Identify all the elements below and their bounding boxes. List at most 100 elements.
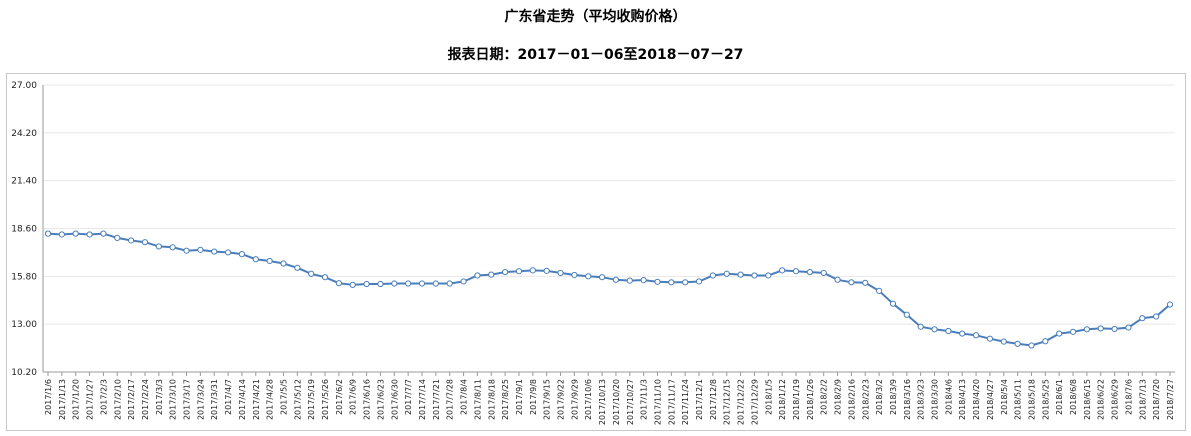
x-tick-label: 2018/1/12: [778, 379, 787, 420]
data-point: [751, 272, 758, 279]
x-tick-label: 2017/3/17: [183, 379, 192, 420]
x-tick-label: 2017/7/28: [446, 379, 455, 420]
data-point: [1083, 326, 1090, 333]
x-tick-label: 2018/5/25: [1041, 379, 1050, 420]
x-tick-label: 2017/11/10: [653, 379, 662, 425]
data-point: [141, 239, 149, 246]
data-point: [155, 243, 162, 250]
x-tick-label: 2018/6/8: [1069, 379, 1078, 415]
data-point: [266, 257, 273, 265]
data-point: [529, 267, 536, 274]
y-tick-label: 13.00: [11, 320, 37, 330]
data-point: [571, 271, 578, 279]
x-tick-label: 2017/9/22: [557, 379, 566, 420]
x-tick-label: 2018/3/9: [889, 379, 898, 415]
data-point: [405, 280, 412, 287]
x-tick-label: 2017/2/24: [141, 379, 150, 420]
y-tick-label: 10.20: [11, 368, 37, 378]
x-tick-label: 2017/4/21: [252, 379, 261, 420]
x-tick-label: 2017/12/1: [695, 379, 704, 420]
data-point: [723, 270, 730, 277]
data-point: [682, 279, 689, 286]
data-point: [197, 246, 204, 253]
x-tick-label: 2018/4/20: [972, 379, 981, 420]
data-point: [903, 311, 910, 318]
data-point: [44, 230, 52, 237]
x-tick-label: 2018/6/22: [1097, 379, 1106, 420]
data-point: [1111, 325, 1118, 333]
x-tick-label: 2017/1/27: [86, 379, 95, 420]
data-point: [1139, 315, 1146, 322]
data-point: [737, 271, 744, 278]
x-tick-label: 2018/2/16: [847, 379, 856, 420]
x-tick-label: 2017/1/13: [58, 379, 67, 420]
x-tick-label: 2018/3/30: [931, 379, 940, 420]
data-point: [779, 267, 786, 274]
x-tick-label: 2017/5/5: [279, 379, 288, 415]
y-tick-label: 27.00: [11, 81, 37, 91]
data-point: [889, 300, 897, 307]
x-tick-label: 2018/3/16: [903, 379, 912, 420]
x-tick-label: 2017/9/15: [543, 379, 552, 420]
data-point: [349, 281, 356, 288]
x-tick-label: 2018/6/1: [1055, 379, 1064, 415]
x-tick-label: 2017/11/17: [667, 379, 676, 425]
data-point: [418, 280, 426, 287]
x-tick-label: 2017/6/9: [349, 379, 358, 415]
x-tick-label: 2017/6/16: [363, 379, 372, 420]
x-tick-label: 2017/4/28: [266, 379, 275, 420]
y-tick-label: 24.20: [11, 129, 37, 139]
x-tick-label: 2017/8/11: [473, 379, 482, 420]
x-tick-label: 2017/5/26: [321, 379, 330, 420]
data-point: [626, 277, 633, 284]
data-point: [765, 272, 772, 279]
data-point: [1028, 342, 1035, 349]
x-tick-label: 2017/11/3: [640, 379, 649, 420]
x-tick-label: 2018/4/13: [958, 379, 967, 420]
data-point: [502, 268, 509, 276]
x-tick-label: 2018/3/23: [917, 379, 926, 420]
x-tick-label: 2018/1/26: [806, 379, 815, 420]
chart-subtitle: 报表日期：2017－01－06至2018－07－27: [447, 47, 744, 63]
x-tick-label: 2017/10/27: [626, 379, 635, 425]
y-tick-label: 15.80: [11, 272, 37, 282]
data-point: [377, 280, 384, 288]
x-tick-label: 2017/11/24: [681, 379, 690, 425]
data-point: [321, 274, 329, 281]
data-point: [363, 280, 370, 288]
x-tick-label: 2017/1/6: [44, 379, 53, 415]
x-tick-label: 2017/9/8: [529, 379, 538, 415]
data-point: [169, 244, 176, 251]
y-tick-label: 21.40: [11, 177, 37, 187]
x-tick-label: 2017/8/18: [487, 379, 496, 420]
x-tick-label: 2018/6/15: [1083, 379, 1092, 420]
data-point: [294, 264, 301, 271]
x-tick-label: 2017/5/12: [293, 379, 302, 420]
data-point: [100, 230, 107, 237]
x-tick-label: 2017/2/17: [127, 379, 136, 420]
data-point: [1000, 338, 1007, 345]
x-tick-label: 2017/12/15: [723, 379, 732, 425]
x-tick-label: 2018/7/27: [1166, 379, 1175, 420]
data-point: [806, 268, 813, 276]
x-tick-label: 2018/5/4: [1000, 379, 1009, 415]
x-tick-label: 2017/12/29: [750, 379, 759, 425]
data-point: [709, 272, 716, 279]
data-point: [1014, 340, 1021, 347]
data-point: [612, 276, 620, 283]
data-point: [917, 323, 924, 330]
data-point: [211, 248, 218, 255]
data-point: [834, 276, 841, 283]
data-point: [668, 279, 675, 286]
data-point: [515, 268, 523, 275]
data-point: [86, 231, 93, 238]
data-point: [557, 269, 564, 277]
x-tick-label: 2018/2/23: [861, 379, 870, 420]
data-point: [876, 287, 883, 294]
data-point: [1166, 301, 1174, 308]
data-point: [820, 269, 827, 277]
x-tick-label: 2017/6/23: [376, 379, 385, 420]
data-point: [183, 247, 190, 254]
x-tick-label: 2018/5/18: [1027, 379, 1036, 420]
data-point: [862, 279, 869, 286]
